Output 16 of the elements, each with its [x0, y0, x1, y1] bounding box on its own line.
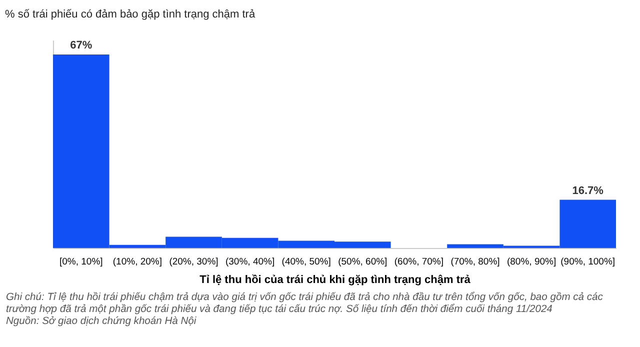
x-tick-label: (40%, 50%]: [282, 256, 331, 268]
x-tick-label: (60%, 70%]: [394, 256, 444, 268]
x-tick-label: (80%, 90%]: [506, 256, 556, 268]
data-label: 16.7%: [572, 184, 604, 197]
text: Ghi chú: Tỉ lệ thu hồi trái phiếu chậm trả dựa vào giá trị vốn gốc trái phiếu đã trả cho nhà đầu tư trên tổng vốn gốc, bao gồm cả các trường hợp đã trả một phần gốc trái phiếu và đang tiếp tục tái cấu trúc nợ. Số liệu tính đến thời điểm cuối tháng 11/2024: [6, 292, 604, 316]
x-tick-label: (30%, 40%]: [225, 256, 275, 268]
x-tick-label: (90%, 100%]: [560, 256, 616, 268]
x-tick-label: (70%, 80%]: [450, 256, 500, 268]
x-tick-label: (20%, 30%]: [169, 256, 218, 268]
chart-title: % số trái phiếu có đảm bảo gặp tình trạng chậm trả: [5, 8, 256, 20]
x-tick-label: (10%, 20%]: [112, 256, 162, 268]
x-axis-title: Tỉ lệ thu hồi của trái chủ khi gặp tình trạng chậm trả: [200, 274, 472, 286]
x-tick-label: [0%, 10%]: [59, 256, 103, 268]
text: Nguồn: Sở giao dịch chứng khoán Hà Nội: [6, 316, 198, 328]
data-label: 67%: [70, 39, 92, 52]
x-tick-label: (50%, 60%]: [338, 256, 388, 268]
